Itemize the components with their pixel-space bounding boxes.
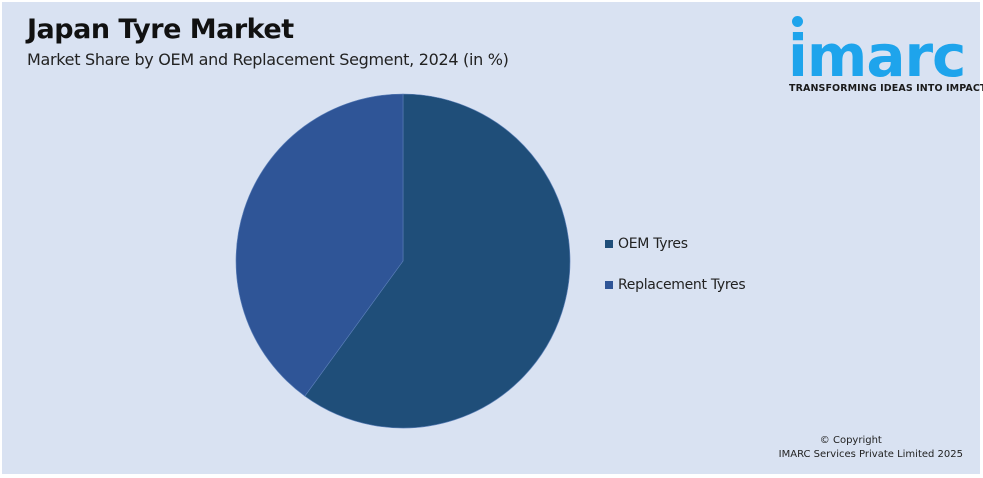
copyright-line-2: IMARC Services Private Limited 2025 — [778, 449, 963, 460]
pie-chart — [235, 93, 571, 429]
chart-title: Japan Tyre Market — [27, 14, 294, 45]
logo-dot-icon — [792, 16, 803, 27]
copyright-notice: © Copyright IMARC Services Private Limit… — [779, 434, 963, 462]
legend-item-oem: OEM Tyres — [605, 235, 745, 253]
legend-label-replacement: Replacement Tyres — [618, 277, 746, 293]
legend-item-replacement: Replacement Tyres — [605, 276, 746, 294]
pie-slice-replacement-tyres — [235, 93, 404, 397]
logo-wordmark: imarc — [788, 22, 966, 90]
pie-slice-oem-tyres — [304, 93, 571, 429]
chart-legend: OEM Tyres Replacement Tyres — [605, 235, 746, 317]
legend-swatch-replacement — [605, 281, 613, 289]
logo-tagline: TRANSFORMING IDEAS INTO IMPACT — [789, 83, 983, 94]
copyright-line-1: © Copyright — [819, 435, 882, 446]
legend-label-oem: OEM Tyres — [618, 236, 688, 252]
chart-subtitle: Market Share by OEM and Replacement Segm… — [27, 50, 509, 69]
legend-swatch-oem — [605, 240, 613, 248]
imarc-logo: imarc TRANSFORMING IDEAS INTO IMPACT — [784, 12, 983, 97]
